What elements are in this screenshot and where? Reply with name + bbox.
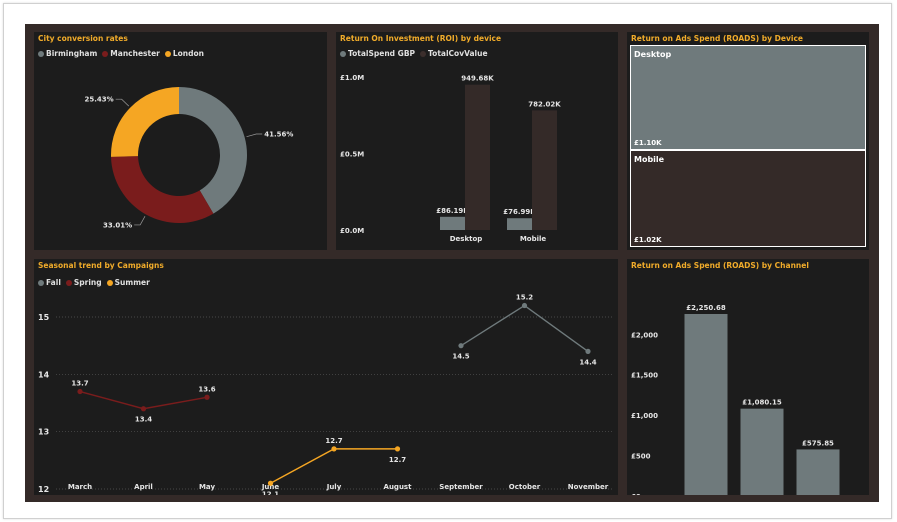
seasonal-data-label: 12.7	[325, 437, 342, 445]
seasonal-point[interactable]	[585, 348, 591, 354]
roi-data-label: 782.02K	[528, 100, 561, 108]
seasonal-legend: Fall Spring Summer	[38, 278, 155, 287]
seasonal-xtick-label: August	[384, 483, 413, 491]
channel-bar-facebook[interactable]	[796, 449, 840, 495]
seasonal-xtick-label: April	[134, 483, 153, 491]
seasonal-point[interactable]	[458, 343, 464, 349]
donut-slice-birmingham[interactable]	[179, 87, 248, 214]
seasonal-xtick-label: October	[509, 483, 541, 491]
seasonal-point[interactable]	[267, 480, 274, 486]
channel-data-label: £575.85	[802, 439, 834, 447]
roi-bar-desktop-1[interactable]	[465, 84, 490, 230]
seasonal-point[interactable]	[331, 446, 337, 452]
seasonal-ytick-label: 14	[38, 370, 50, 379]
dashboard-canvas: City conversion rates Birmingham Manches…	[25, 24, 879, 502]
seasonal-data-label: 13.7	[71, 380, 88, 388]
seasonal-xtick-label: May	[199, 483, 215, 491]
channel-ytick-label: £1,500	[631, 372, 658, 380]
roi-ytick-label: £1.0M	[340, 74, 364, 82]
roi-title: Return On Investment (ROI) by device	[340, 34, 502, 43]
treemap-value-desktop: £1.10K	[634, 139, 662, 147]
roads-device-title: Return on Ads Spend (ROADS) by Device	[631, 34, 803, 43]
donut-leader-line	[134, 216, 146, 226]
roi-legend: TotalSpend GBP TotalCovValue	[340, 49, 493, 58]
seasonal-title: Seasonal trend by Campaigns	[38, 261, 164, 270]
channel-data-label: £2,250.68	[686, 304, 726, 312]
legend-item-spring[interactable]: Spring	[65, 278, 102, 287]
treemap-label-mobile: Mobile	[634, 155, 665, 164]
seasonal-data-label: 15.2	[516, 294, 533, 302]
seasonal-line-summer[interactable]	[270, 448, 398, 484]
roi-xtick-label: Mobile	[520, 235, 547, 243]
roads-device-panel[interactable]: Return on Ads Spend (ROADS) by Device De…	[627, 32, 869, 250]
seasonal-ytick-label: 13	[38, 428, 49, 437]
roi-xtick-label: Desktop	[450, 235, 483, 243]
seasonal-point[interactable]	[140, 406, 147, 412]
roads-channel-title: Return on Ads Spend (ROADS) by Channel	[631, 261, 809, 270]
roi-data-label: 949.68K	[461, 75, 494, 83]
donut-data-label: 25.43%	[85, 96, 114, 104]
channel-bar-chart: £0£500£1,000£1,500£2,000£2,250.68Pintere…	[631, 304, 840, 495]
roi-data-label: £76.99K	[503, 208, 536, 216]
roi-bar-mobile-1[interactable]	[532, 110, 557, 230]
seasonal-point[interactable]	[77, 388, 83, 395]
channel-ytick-label: £500	[631, 453, 651, 461]
donut-data-label: 41.56%	[264, 131, 293, 139]
seasonal-ytick-label: 12	[38, 485, 49, 494]
seasonal-xtick-label: September	[439, 483, 483, 491]
legend-item-totalspend[interactable]: TotalSpend GBP	[340, 49, 415, 58]
legend-item-london[interactable]: London	[164, 49, 204, 58]
donut-chart: 41.56% 33.01% 25.43%	[85, 87, 293, 229]
seasonal-xtick-label: March	[68, 483, 92, 491]
donut-slice-london[interactable]	[111, 87, 179, 157]
roi-ytick-label: £0.5M	[340, 151, 364, 159]
report-frame: City conversion rates Birmingham Manches…	[3, 3, 892, 519]
channel-ytick-label: £1,000	[631, 412, 658, 420]
city-conversion-legend: Birmingham Manchester London	[38, 49, 209, 58]
seasonal-point[interactable]	[394, 446, 401, 452]
treemap-tile-mobile[interactable]: Mobile £1.02K	[630, 150, 866, 247]
seasonal-data-label: 13.6	[198, 385, 215, 393]
treemap-value-mobile: £1.02K	[634, 236, 662, 244]
seasonal-data-label: 12.7	[389, 456, 406, 464]
channel-data-label: £1,080.15	[742, 399, 782, 407]
treemap-tile-desktop[interactable]: Desktop £1.10K	[630, 45, 866, 150]
roi-data-label: £86.19K	[436, 207, 469, 215]
treemap-label-desktop: Desktop	[634, 50, 672, 59]
legend-item-summer[interactable]: Summer	[106, 278, 150, 287]
seasonal-data-label: 14.4	[579, 358, 596, 366]
seasonal-data-label: 14.5	[452, 353, 469, 361]
channel-ytick-label: £2,000	[631, 331, 658, 339]
city-conversion-title: City conversion rates	[38, 34, 128, 43]
roi-panel[interactable]: Return On Investment (ROI) by device Tot…	[336, 32, 618, 250]
city-conversion-panel[interactable]: City conversion rates Birmingham Manches…	[34, 32, 327, 250]
seasonal-data-label: 12.1	[262, 490, 279, 495]
channel-bar-instagram[interactable]	[740, 408, 784, 495]
seasonal-panel[interactable]: Seasonal trend by Campaigns Fall Spring …	[34, 259, 618, 495]
seasonal-line-chart: 12 13 14 15 March April May June July August Septe…	[38, 294, 612, 495]
legend-item-totalcovvalue[interactable]: TotalCovValue	[420, 49, 488, 58]
roi-bar-mobile-0[interactable]	[507, 218, 532, 230]
channel-ytick-label: £0	[631, 493, 641, 495]
seasonal-line-fall[interactable]	[460, 304, 589, 352]
seasonal-ytick-label: 15	[38, 313, 50, 322]
roads-channel-panel[interactable]: Return on Ads Spend (ROADS) by Channel £…	[627, 259, 869, 495]
legend-item-fall[interactable]: Fall	[38, 278, 61, 287]
seasonal-point[interactable]	[204, 394, 210, 400]
channel-bar-pinterest[interactable]	[684, 314, 728, 495]
roi-bar-desktop-0[interactable]	[440, 216, 465, 230]
legend-item-birmingham[interactable]: Birmingham	[38, 49, 97, 58]
seasonal-point[interactable]	[521, 302, 528, 309]
donut-leader-line	[115, 98, 130, 107]
seasonal-xtick-label: July	[326, 483, 342, 491]
roi-ytick-label: £0.0M	[340, 227, 364, 235]
seasonal-data-label: 13.4	[135, 416, 152, 424]
donut-data-label: 33.01%	[103, 221, 132, 229]
donut-leader-line	[246, 133, 263, 137]
roi-bar-chart: £0.0M £0.5M £1.0M £86.19K 949.68K Desktop £76.…	[340, 74, 561, 243]
seasonal-xtick-label: June	[261, 483, 280, 491]
donut-slice-manchester[interactable]	[111, 156, 214, 224]
seasonal-xtick-label: November	[568, 483, 609, 491]
legend-item-manchester[interactable]: Manchester	[102, 49, 160, 58]
